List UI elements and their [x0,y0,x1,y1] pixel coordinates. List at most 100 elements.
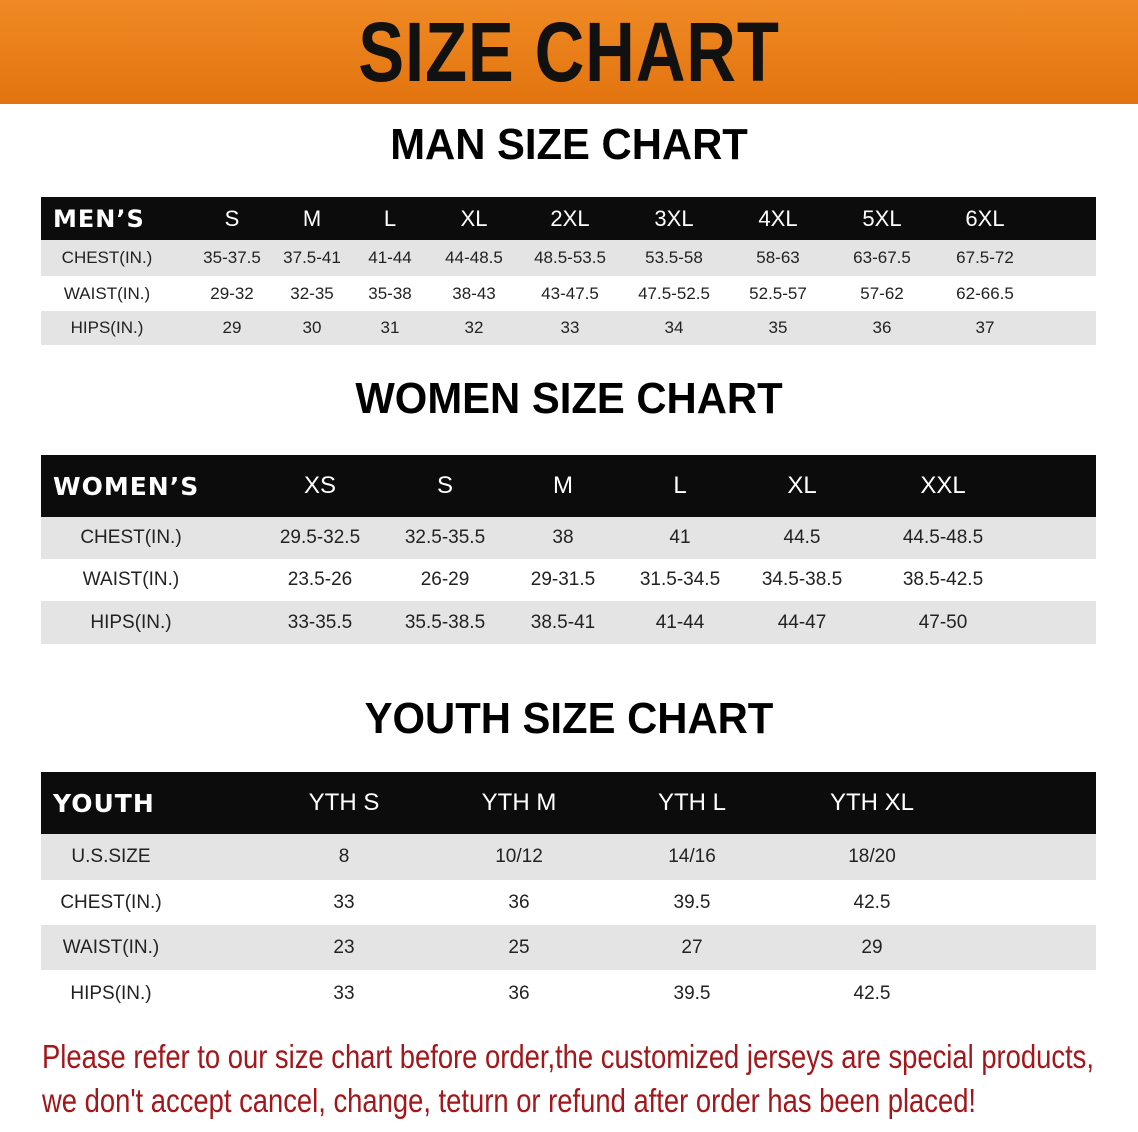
youth-section-title: YOUTH SIZE CHART [364,694,774,743]
measurement-cell: 44.5 [783,527,821,548]
measurement-cell: 25 [508,936,530,958]
size-column-header: 5XL [862,205,902,231]
size-column-header: S [436,472,454,499]
measurement-cell: 33 [333,891,355,913]
measurement-cell: 43-47.5 [541,283,599,303]
measurement-cell: 29-32 [210,283,254,303]
measurement-cell: 26-29 [420,569,470,590]
measurement-cell: 38-43 [452,283,496,303]
table-row: CHEST(IN.) 33 36 39.5 42.5 [41,880,1096,925]
row-label: U.S.SIZE [71,846,151,867]
measurement-cell: 63-67.5 [853,248,911,267]
size-column-header: XS [303,472,337,499]
banner-title: SIZE CHART [358,5,780,99]
measurement-cell: 57-62 [860,283,904,303]
notice-line-1: Please refer to our size chart before or… [42,1038,1094,1075]
size-column-header: XL [787,472,817,499]
measurement-cell: 44-48.5 [445,248,503,267]
measurement-cell: 29-31.5 [530,569,596,590]
measurement-cell: 48.5-53.5 [534,248,606,267]
measurement-cell: 23.5-26 [287,569,353,590]
measurement-cell: 23 [333,936,355,958]
measurement-cell: 38.5-42.5 [902,569,984,590]
row-label: CHEST(IN.) [61,248,153,267]
size-column-header: S [224,205,240,231]
notice-line-2: we don't accept cancel, change, teturn o… [42,1082,977,1119]
row-label: WAIST(IN.) [82,569,180,590]
measurement-cell: 44.5-48.5 [902,527,984,548]
table-row: HIPS(IN.) 33-35.5 35.5-38.5 38.5-41 41-44 44-… [41,601,1096,644]
measurement-cell: 35.5-38.5 [404,611,486,633]
measurement-cell: 18/20 [848,846,896,867]
measurement-cell: 36 [872,318,892,337]
women-size-table: WOMEN’S XS S M L XL XXL CHEST(IN.) 29.5-32.5 32.5… [41,455,1096,644]
measurement-cell: 35-37.5 [203,248,261,267]
measurement-cell: 36 [508,982,530,1004]
measurement-cell: 33 [333,982,355,1004]
measurement-cell: 33 [560,318,580,337]
size-column-header: 3XL [654,205,694,231]
women-section-title: WOMEN SIZE CHART [355,374,783,423]
measurement-cell: 35-38 [368,283,412,303]
size-column-header: XXL [920,472,966,499]
measurement-cell: 33-35.5 [287,611,353,633]
size-column-header: 2XL [550,205,590,231]
measurement-cell: 58-63 [756,248,800,267]
measurement-cell: 42.5 [853,891,891,913]
size-column-header: XL [460,205,488,231]
title-banner: SIZE CHART [0,0,1138,104]
measurement-cell: 67.5-72 [956,248,1014,267]
measurement-cell: 8 [338,846,350,867]
table-row: WAIST(IN.) 23.5-26 26-29 29-31.5 31.5-34.5 34… [41,559,1096,601]
table-header-row: YOUTH YTH S YTH M YTH L YTH XL [41,772,1096,834]
measurement-cell: 31 [380,318,400,337]
table-row: U.S.SIZE 8 10/12 14/16 18/20 [41,834,1096,880]
size-column-header: 4XL [758,205,798,231]
row-label: WAIST(IN.) [63,283,151,303]
size-column-header: M [302,205,322,231]
measurement-cell: 35 [768,318,788,337]
measurement-cell: 14/16 [668,846,716,867]
size-column-header: L [673,472,687,499]
table-row: HIPS(IN.) 29 30 31 32 33 34 35 36 37 [41,311,1096,345]
measurement-cell: 37.5-41 [283,248,341,267]
row-label: HIPS(IN.) [70,318,144,337]
measurement-cell: 47-50 [918,611,968,633]
measurement-cell: 53.5-58 [645,248,703,267]
size-column-header: YTH S [308,789,380,816]
measurement-cell: 10/12 [495,846,543,867]
size-column-header: YTH XL [829,789,915,816]
youth-size-table: YOUTH YTH S YTH M YTH L YTH XL U.S.SIZE 8 10/12… [41,772,1096,1017]
measurement-cell: 44-47 [777,611,827,633]
size-column-header: 6XL [965,205,1005,231]
measurement-cell: 29.5-32.5 [279,527,361,548]
measurement-cell: 38 [552,527,574,548]
measurement-cell: 32 [464,318,484,337]
size-column-header: YTH M [481,789,557,816]
table-row: HIPS(IN.) 33 36 39.5 42.5 [41,970,1096,1017]
measurement-cell: 39.5 [673,982,711,1004]
size-column-header: YTH L [657,789,727,816]
measurement-cell: 41-44 [655,611,705,633]
row-label: WAIST(IN.) [62,936,160,958]
measurement-cell: 32-35 [290,283,334,303]
table-corner-label: WOMEN’S [53,471,200,501]
size-column-header: M [553,472,573,499]
measurement-cell: 52.5-57 [749,283,807,303]
measurement-cell: 32.5-35.5 [404,527,486,548]
table-corner-label: MEN’S [53,204,145,233]
measurement-cell: 29 [222,318,242,337]
table-row: CHEST(IN.) 29.5-32.5 32.5-35.5 38 41 44.5 44.5… [41,517,1096,559]
measurement-cell: 41 [669,527,691,548]
measurement-cell: 47.5-52.5 [638,283,710,303]
measurement-cell: 41-44 [368,248,412,267]
size-column-header: L [383,205,397,231]
measurement-cell: 37 [975,318,995,337]
measurement-cell: 31.5-34.5 [639,569,721,590]
table-row: WAIST(IN.) 23 25 27 29 [41,925,1096,970]
measurement-cell: 62-66.5 [956,283,1014,303]
men-section-title: MAN SIZE CHART [390,120,748,169]
table-corner-label: YOUTH [53,788,155,818]
measurement-cell: 30 [302,318,322,337]
measurement-cell: 39.5 [673,891,711,913]
